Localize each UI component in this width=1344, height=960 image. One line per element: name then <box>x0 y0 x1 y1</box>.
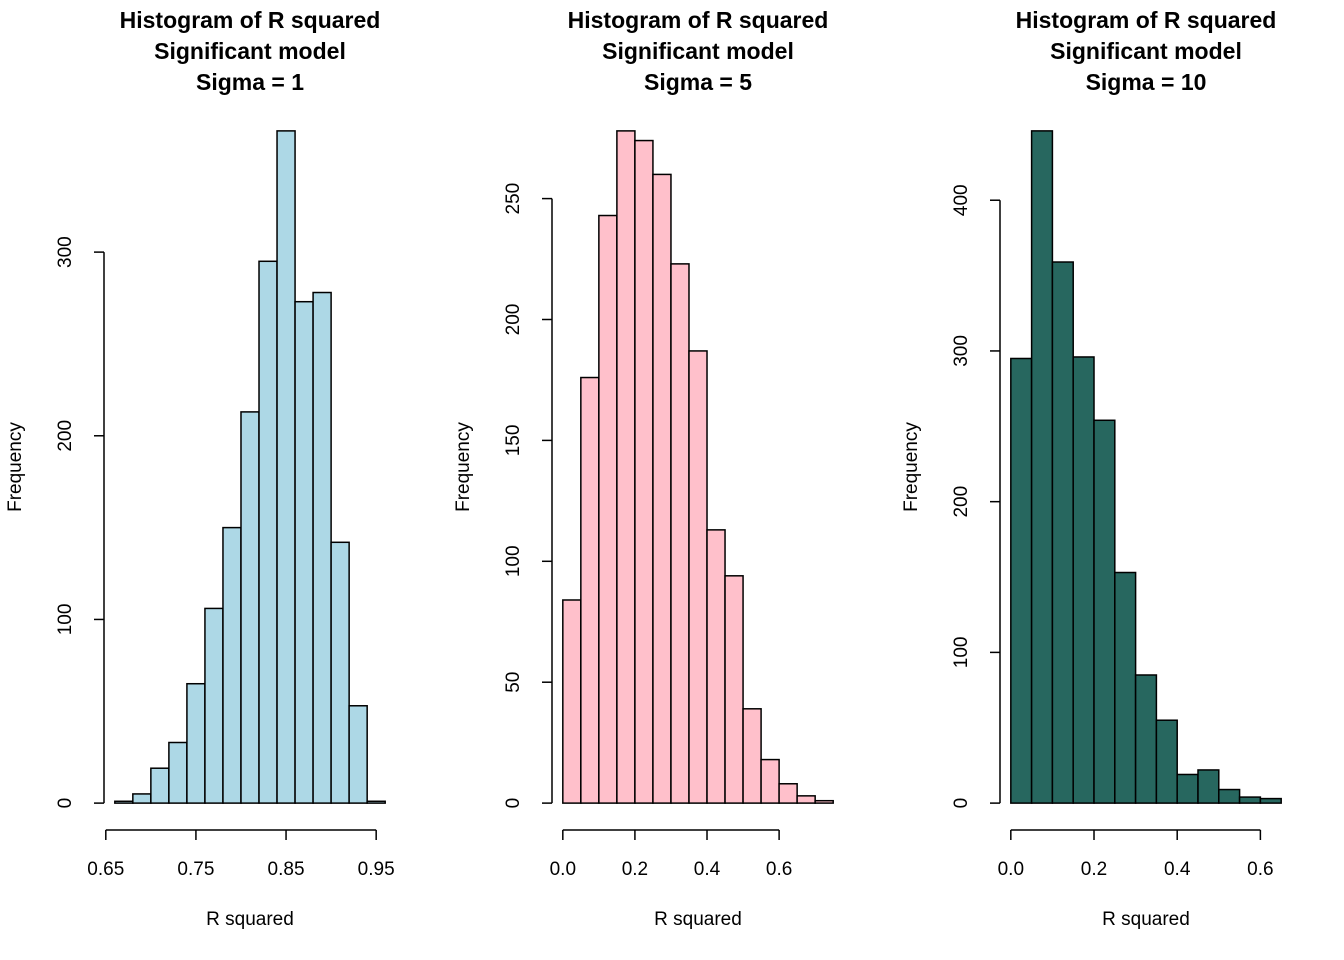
bar <box>814 799 834 804</box>
bar <box>366 800 386 804</box>
bar <box>688 350 708 804</box>
bar <box>240 411 260 804</box>
bar <box>186 682 206 804</box>
bar <box>1197 769 1220 804</box>
x-axis-label: R squared <box>206 909 294 930</box>
bar <box>1030 130 1054 804</box>
bar <box>1051 261 1074 804</box>
bar <box>1010 357 1033 804</box>
bar <box>312 291 332 804</box>
x-tick-label: 0.75 <box>177 859 214 880</box>
bar <box>616 130 636 804</box>
chart-title: Sigma = 5 <box>644 69 752 95</box>
bar <box>634 139 654 804</box>
chart-title: Histogram of R squared <box>1016 7 1277 33</box>
x-tick-label: 0.6 <box>1247 859 1273 880</box>
bar <box>276 130 296 804</box>
bar <box>1072 356 1095 804</box>
bar <box>796 795 816 804</box>
y-tick-label: 0 <box>951 798 972 809</box>
y-tick-label: 100 <box>503 545 524 577</box>
bar <box>150 767 170 804</box>
y-axis-label: Frequency <box>901 422 922 512</box>
chart-title: Histogram of R squared <box>120 7 381 33</box>
chart-title: Sigma = 1 <box>196 69 304 95</box>
y-tick-label: 400 <box>951 184 972 216</box>
y-tick-label: 200 <box>55 420 76 452</box>
chart-title: Sigma = 10 <box>1086 69 1207 95</box>
y-tick-label: 200 <box>951 486 972 518</box>
chart-title: Significant model <box>1050 38 1242 64</box>
bar <box>580 376 600 804</box>
y-tick-label: 250 <box>503 183 524 215</box>
bar <box>1238 796 1262 804</box>
y-tick-label: 300 <box>55 236 76 268</box>
bar <box>1218 788 1241 804</box>
x-axis-label: R squared <box>1102 909 1190 930</box>
bar <box>706 529 726 804</box>
x-tick-label: 0.65 <box>87 859 124 880</box>
x-tick-label: 0.2 <box>622 859 648 880</box>
y-axis-label: Frequency <box>453 422 474 512</box>
chart-title: Histogram of R squared <box>568 7 829 33</box>
bar <box>204 607 224 804</box>
bar <box>132 793 152 804</box>
x-tick-label: 0.85 <box>268 859 305 880</box>
bar <box>598 214 618 804</box>
bar <box>168 741 188 804</box>
bar <box>294 300 314 804</box>
bar <box>1114 571 1137 804</box>
x-tick-label: 0.0 <box>998 859 1024 880</box>
bar <box>562 599 582 804</box>
bar <box>1155 719 1178 804</box>
x-tick-label: 0.4 <box>1164 859 1191 880</box>
bar <box>348 705 368 804</box>
x-tick-label: 0.6 <box>766 859 792 880</box>
bar <box>222 526 242 804</box>
y-tick-label: 0 <box>55 798 76 809</box>
y-tick-label: 100 <box>55 604 76 636</box>
chart-title: Significant model <box>154 38 346 64</box>
bar <box>114 800 134 804</box>
bar <box>670 263 690 804</box>
x-axis-label: R squared <box>654 909 742 930</box>
bar <box>760 758 780 804</box>
y-tick-label: 200 <box>503 304 524 336</box>
y-tick-label: 0 <box>503 798 524 809</box>
y-axis-label: Frequency <box>5 422 26 512</box>
y-tick-label: 150 <box>503 425 524 457</box>
x-tick-label: 0.2 <box>1081 859 1107 880</box>
bar <box>1176 773 1199 804</box>
bar <box>1093 419 1116 804</box>
x-tick-label: 0.95 <box>358 859 395 880</box>
bar <box>1259 797 1282 804</box>
bar <box>258 260 278 804</box>
x-tick-label: 0.0 <box>550 859 576 880</box>
y-tick-label: 100 <box>951 637 972 669</box>
bar <box>778 783 798 804</box>
bar <box>330 541 350 804</box>
y-tick-label: 300 <box>951 335 972 367</box>
bar <box>652 173 672 804</box>
bar <box>724 575 744 804</box>
x-tick-label: 0.4 <box>694 859 721 880</box>
chart-title: Significant model <box>602 38 794 64</box>
bar <box>742 708 762 804</box>
y-tick-label: 50 <box>503 672 524 693</box>
bar <box>1134 674 1158 804</box>
